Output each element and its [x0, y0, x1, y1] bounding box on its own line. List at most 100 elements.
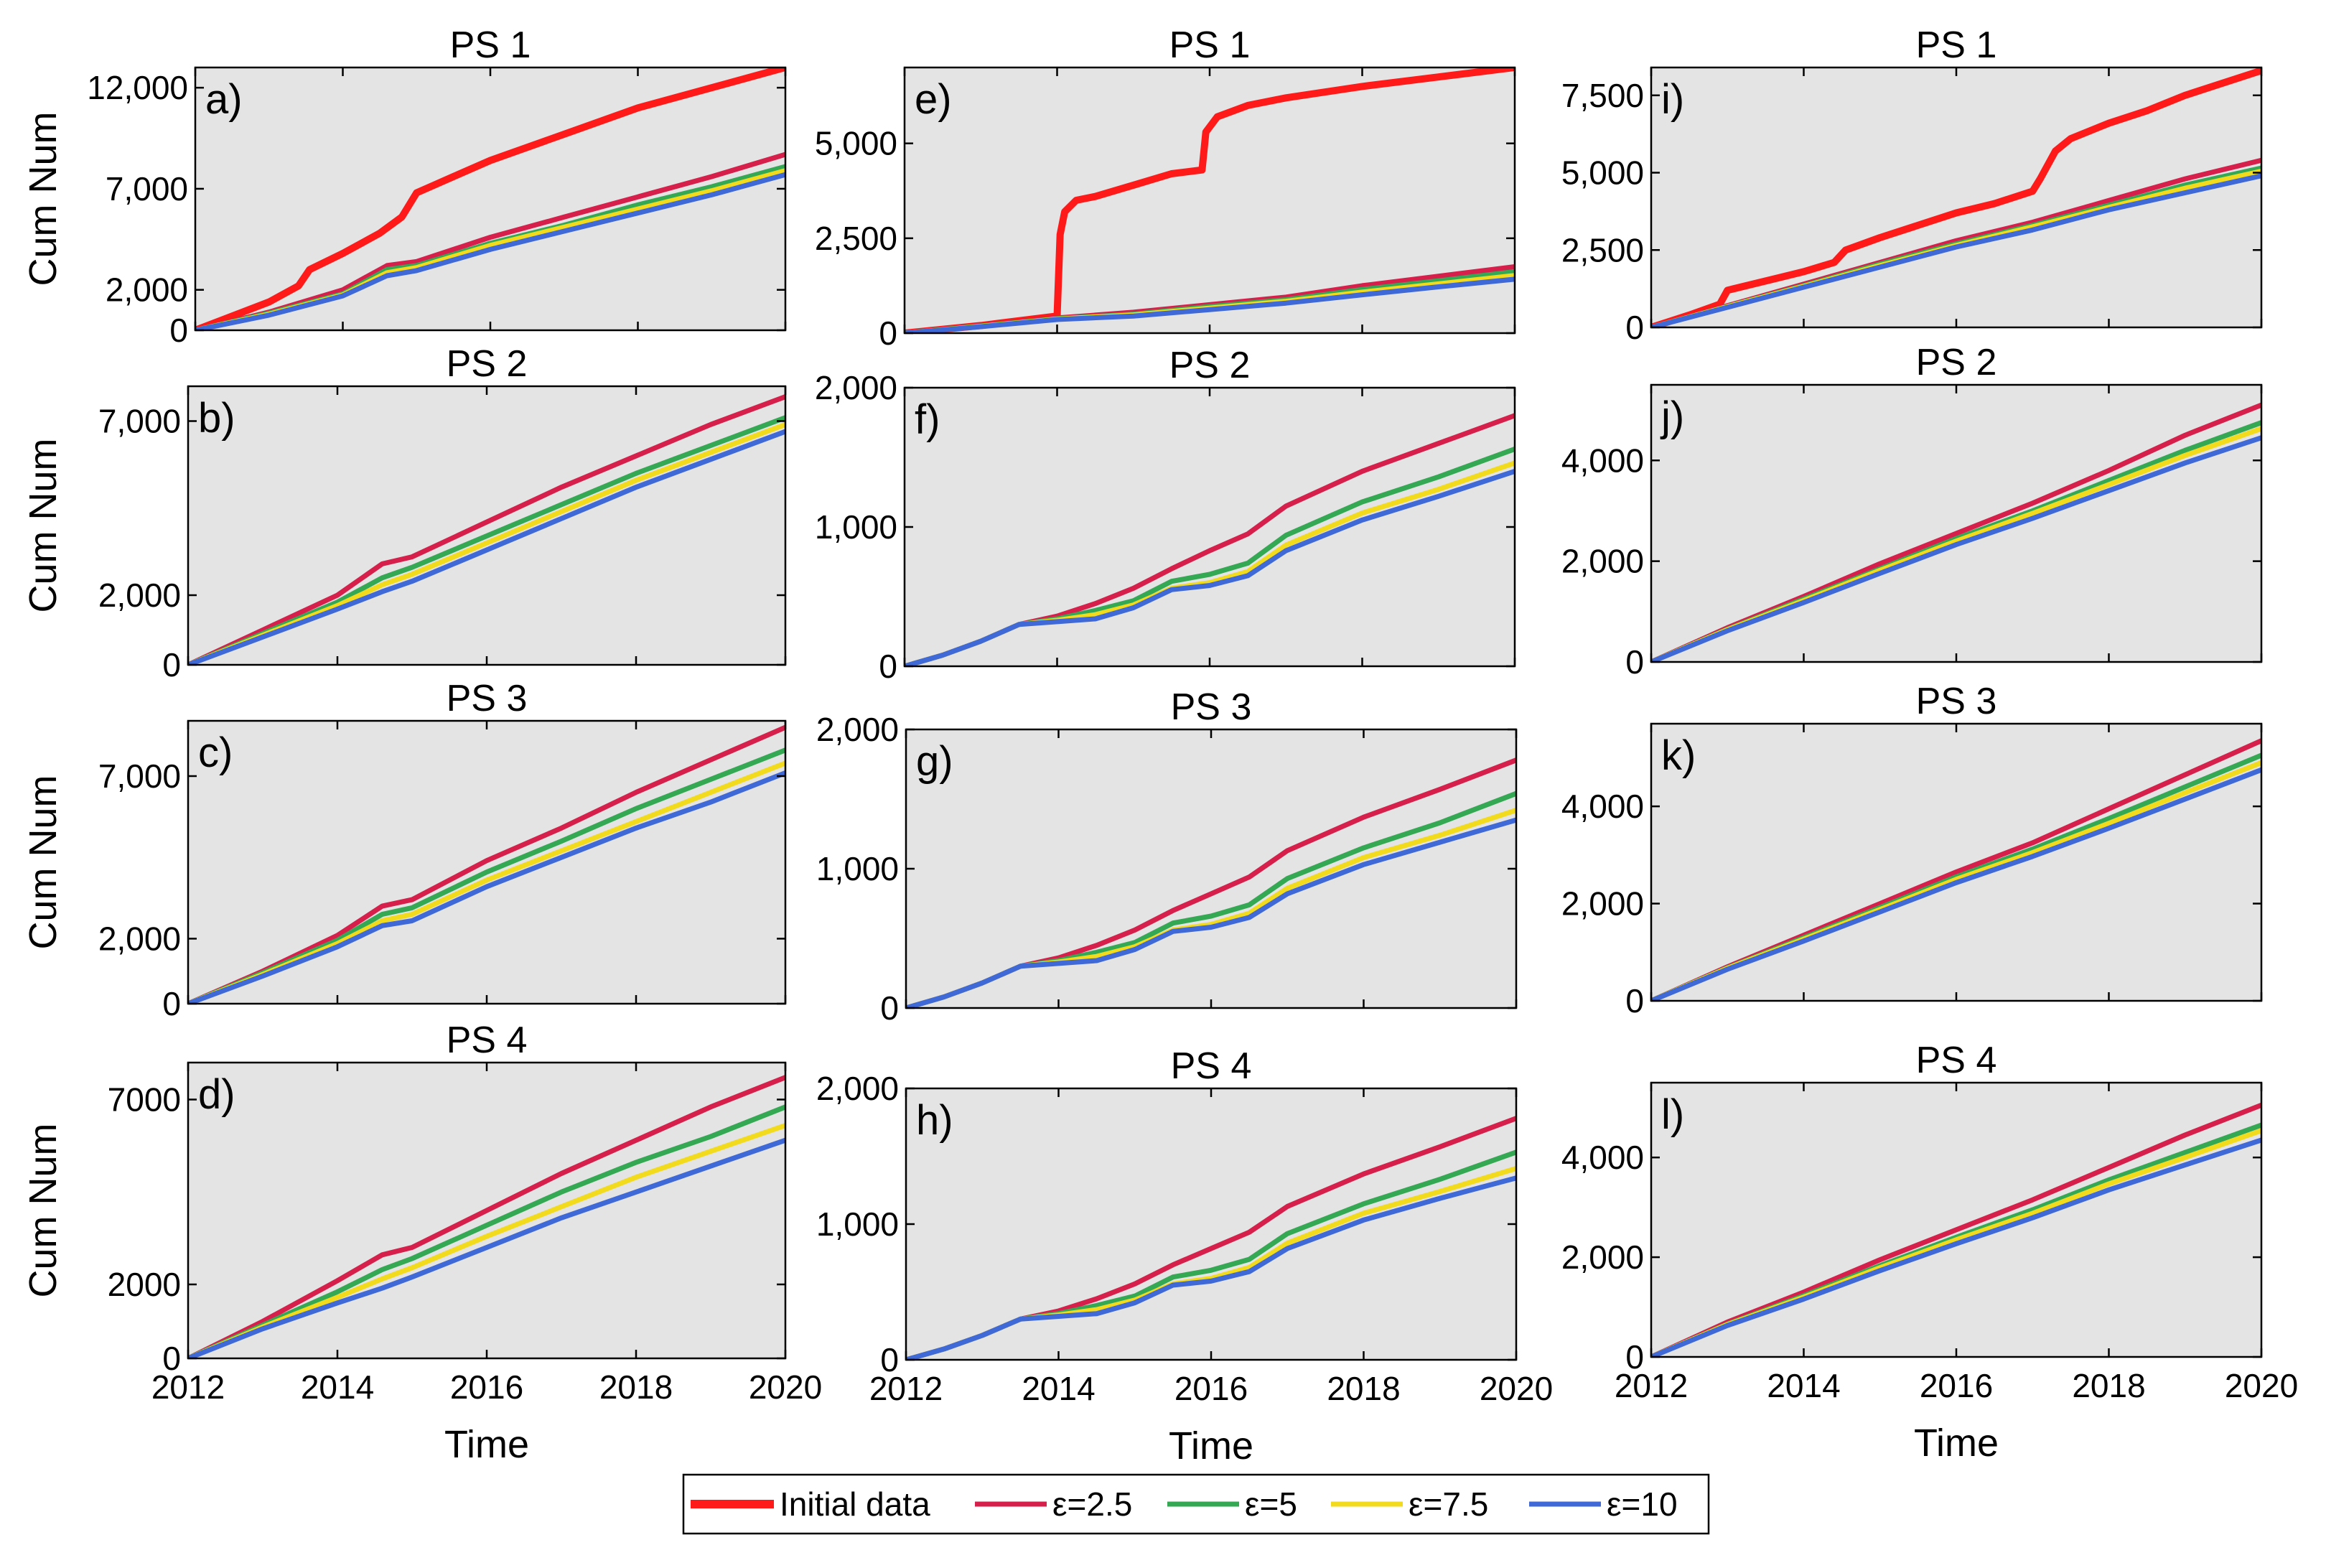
legend-label-e10: ε=10 [1607, 1485, 1678, 1523]
y-tick-label: 7,000 [98, 757, 181, 795]
series-line-e10 [1651, 435, 2261, 662]
panel-title: PS 1 [1169, 24, 1251, 66]
y-tick-label: 0 [879, 648, 897, 685]
y-tick-label: 0 [879, 314, 897, 352]
y-tick-label: 1,000 [816, 1205, 899, 1243]
x-axis-label: Time [444, 1423, 529, 1466]
plot-area [906, 729, 1516, 1008]
x-tick-label: 2018 [1327, 1370, 1400, 1407]
panel-title: PS 1 [1916, 24, 1997, 66]
legend-label-e2_5: ε=2.5 [1052, 1485, 1132, 1523]
panel-title: PS 4 [1916, 1040, 1997, 1081]
legend-label-e5: ε=5 [1245, 1485, 1297, 1523]
x-tick-label: 2012 [151, 1368, 225, 1406]
x-axis-label: Time [1914, 1422, 1999, 1465]
panel-i: 0 2,500 5,000 7,500 PS 1 i) [1561, 24, 2263, 346]
series-line-e5 [188, 1104, 785, 1358]
y-tick-label: 0 [162, 1340, 181, 1377]
panel-title: PS 3 [447, 678, 528, 719]
y-tick-label: 1,000 [816, 850, 899, 887]
y-tick-label: 0 [1625, 1338, 1644, 1376]
panel-title: PS 2 [447, 343, 528, 385]
series-line-e10 [905, 468, 1515, 666]
series-group [906, 1116, 1516, 1360]
panel-label: c) [198, 729, 233, 776]
y-tick-label: 0 [1625, 643, 1644, 681]
y-tick-label: 7,000 [106, 170, 188, 207]
y-tick-label: 2,000 [98, 920, 181, 957]
y-axis-label: Cum Num [22, 111, 65, 286]
legend-label-initial: Initial data [780, 1485, 930, 1523]
series-group [1651, 738, 2261, 1001]
panel-title: PS 2 [1169, 345, 1251, 386]
x-tick-label: 2016 [1920, 1367, 1993, 1404]
panel-label: h) [916, 1097, 953, 1144]
series-group [906, 757, 1516, 1008]
series-line-initial [905, 67, 1515, 333]
panel-title: PS 3 [1916, 681, 1997, 722]
panel-label: e) [915, 76, 952, 123]
series-line-initial [1651, 67, 2261, 327]
y-tick-label: 5,000 [1561, 154, 1644, 192]
panel-label: l) [1661, 1091, 1684, 1138]
series-group [195, 67, 785, 330]
y-tick-label: 1,000 [815, 508, 897, 546]
series-group [188, 724, 785, 1004]
y-tick-label: 4,000 [1561, 788, 1644, 825]
panel-g: 0 1,000 2,000 PS 3 g) [816, 686, 1518, 1027]
y-tick-label: 0 [880, 1341, 899, 1378]
y-tick-label: 0 [162, 646, 181, 683]
panel-label: d) [198, 1071, 235, 1118]
series-group [905, 67, 1515, 333]
panel-d: 0 2000 7000 2012 2014 2016 2018 2020 PS 4 d) Cum N… [22, 1019, 822, 1466]
series-line-e10 [188, 1137, 785, 1358]
y-tick-label: 2,000 [1561, 543, 1644, 580]
series-group [1651, 1102, 2261, 1357]
x-tick-label: 2014 [1022, 1370, 1095, 1407]
series-line-e10 [1651, 767, 2261, 1001]
y-tick-label: 2,000 [816, 711, 899, 748]
series-line-e10 [1651, 173, 2261, 327]
y-tick-label: 5,000 [815, 125, 897, 162]
panel-label: i) [1661, 76, 1684, 123]
y-axis-label: Cum Num [22, 438, 65, 612]
series-group [188, 394, 785, 665]
y-tick-label: 2,500 [1561, 231, 1644, 269]
x-tick-label: 2014 [301, 1368, 374, 1406]
series-group [1651, 402, 2261, 662]
panel-a: 02,000 7,000 12,000 PS 1 a) Cum Num [22, 24, 787, 349]
series-line-e7_5 [188, 1123, 785, 1358]
series-group [905, 413, 1515, 666]
y-tick-label: 7000 [108, 1081, 181, 1119]
y-tick-label: 2000 [108, 1266, 181, 1303]
panel-title: PS 4 [447, 1019, 528, 1061]
y-axis-label: Cum Num [22, 1123, 65, 1297]
y-tick-label: 0 [880, 989, 899, 1027]
y-tick-label: 2,000 [816, 1070, 899, 1107]
series-line-e10 [906, 1175, 1516, 1360]
series-line-e10 [195, 172, 785, 330]
series-line-e2_5 [188, 394, 785, 665]
panel-title: PS 2 [1916, 342, 1997, 383]
panel-e: 0 2,500 5,000 PS 1 e) [815, 24, 1516, 352]
series-line-e10 [1651, 1137, 2261, 1357]
panel-label: a) [205, 76, 243, 123]
y-tick-label: 0 [162, 985, 181, 1022]
y-tick-label: 4,000 [1561, 442, 1644, 479]
panel-title: PS 1 [450, 24, 531, 66]
y-tick-label: 2,000 [1561, 885, 1644, 923]
series-line-e10 [906, 817, 1516, 1008]
y-tick-label: 2,000 [98, 577, 181, 614]
y-tick-label: 7,000 [98, 403, 181, 440]
x-tick-label: 2020 [749, 1368, 822, 1406]
series-line-e10 [188, 770, 785, 1004]
y-tick-label: 2,000 [106, 271, 188, 309]
series-line-e2_5 [188, 724, 785, 1004]
panel-f: 0 1,000 2,000 PS 2 f) [815, 345, 1516, 685]
panel-label: k) [1661, 732, 1696, 779]
plot-area [906, 1088, 1516, 1360]
x-tick-label: 2016 [450, 1368, 523, 1406]
x-axis-label: Time [1169, 1424, 1253, 1467]
y-tick-label: 2,000 [815, 369, 897, 406]
